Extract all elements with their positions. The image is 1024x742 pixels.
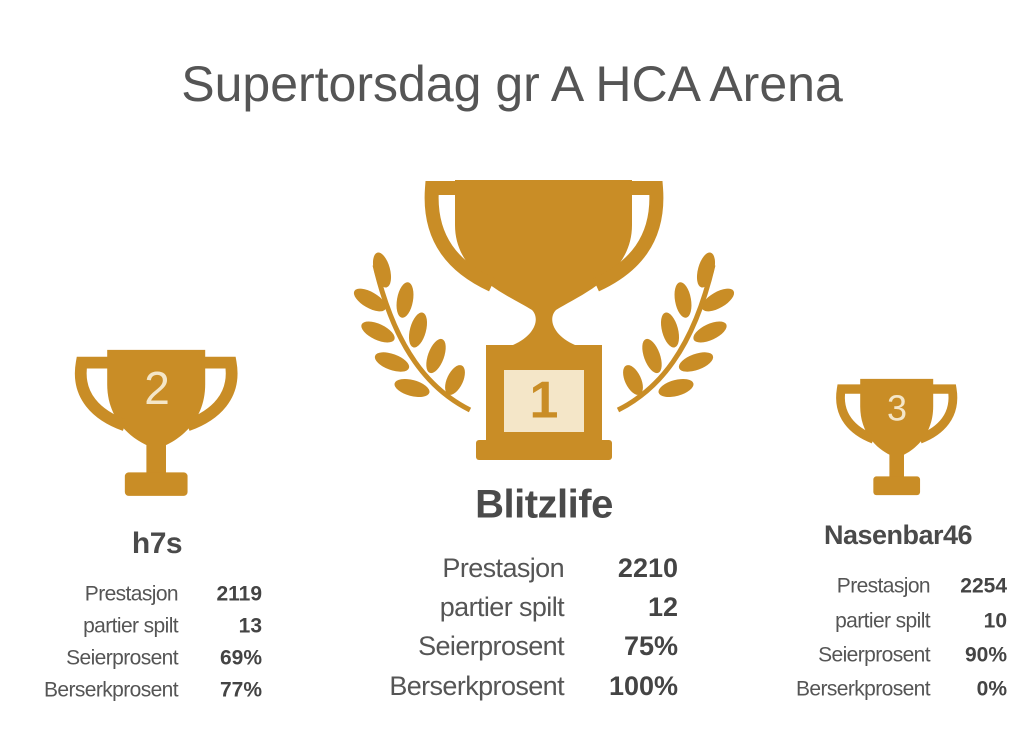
stat-label: partier spilt [440, 592, 565, 622]
stat-value: 2119 [216, 583, 262, 606]
stat-value: 12 [648, 592, 678, 622]
stat-label: Berserkprosent [389, 671, 565, 701]
stat-value: 10 [984, 610, 1007, 633]
stat-value: 69% [220, 647, 262, 670]
rank-label: 2 [144, 362, 170, 414]
stat-label: Berserkprosent [796, 678, 931, 701]
stat-value: 2210 [618, 553, 678, 583]
stat-label: Seierprosent [418, 631, 565, 661]
stat-label: Prestasjon [837, 575, 930, 598]
player-name: h7s [132, 527, 182, 560]
stat-value: 2254 [960, 575, 1007, 598]
stat-value: 0% [977, 678, 1008, 701]
player-name: Nasenbar46 [824, 520, 973, 550]
stat-label: Seierprosent [66, 647, 179, 670]
rank-label: 1 [530, 372, 559, 430]
player-name: Blitzlife [475, 483, 613, 527]
trophy-first [350, 180, 737, 460]
stat-label: Berserkprosent [44, 679, 179, 702]
stat-value: 100% [609, 671, 678, 701]
stat-value: 13 [239, 615, 262, 638]
stat-value: 77% [220, 679, 262, 702]
players: h7s Prestasjon 2119 partier spilt 13 Seierpro… [44, 483, 1007, 702]
stat-label: partier spilt [835, 610, 931, 633]
stat-label: Prestasjon [85, 583, 178, 606]
stat-label: Seierprosent [818, 644, 931, 667]
page-title: Supertorsdag gr A HCA Arena [181, 56, 843, 112]
stat-label: Prestasjon [442, 553, 564, 583]
stat-value: 90% [965, 644, 1007, 667]
rank-label: 3 [887, 388, 907, 429]
stat-label: partier spilt [83, 615, 179, 638]
stat-value: 75% [624, 631, 678, 661]
